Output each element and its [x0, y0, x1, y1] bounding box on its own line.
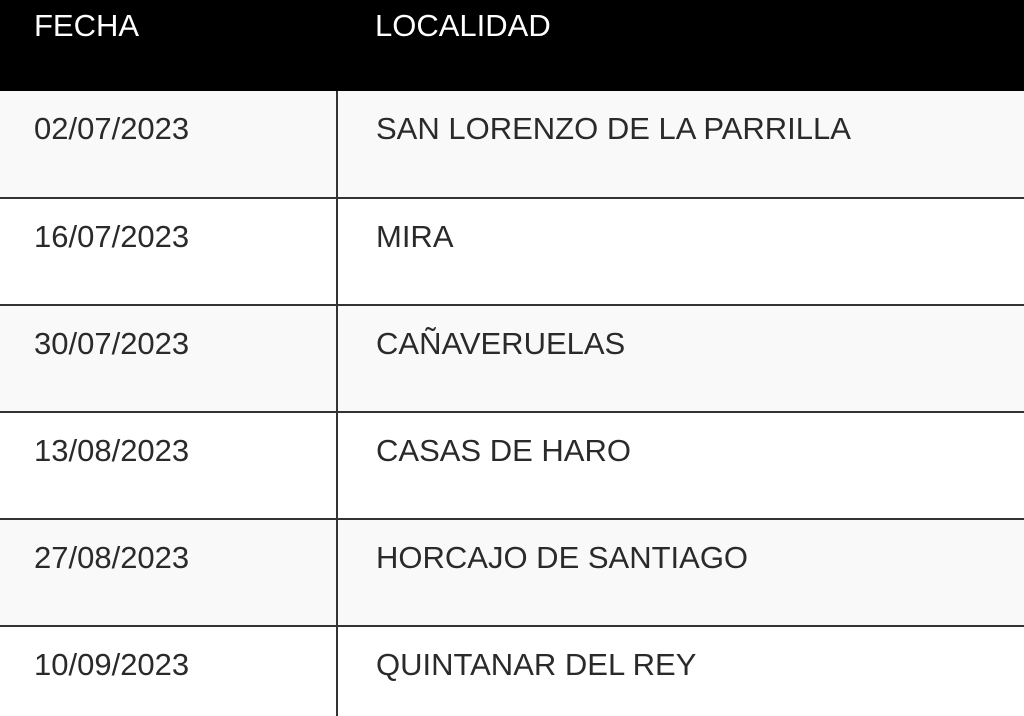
cell-fecha: 16/07/2023 [0, 198, 337, 306]
cell-localidad: MIRA [336, 198, 1024, 306]
cell-localidad: CASAS DE HARO [336, 412, 1024, 520]
table-row: 10/09/2023 QUINTANAR DEL REY [0, 626, 1024, 716]
cell-fecha: 30/07/2023 [0, 305, 337, 413]
cell-localidad: SAN LORENZO DE LA PARRILLA [336, 91, 1024, 199]
table-row: 16/07/2023 MIRA [0, 198, 1024, 306]
table-row: 13/08/2023 CASAS DE HARO [0, 412, 1024, 520]
table-header-row: FECHA LOCALIDAD [0, 0, 1024, 91]
table-row: 27/08/2023 HORCAJO DE SANTIAGO [0, 519, 1024, 627]
table-row: 02/07/2023 SAN LORENZO DE LA PARRILLA [0, 91, 1024, 199]
cell-localidad: HORCAJO DE SANTIAGO [336, 519, 1024, 627]
header-fecha: FECHA [0, 0, 337, 91]
cell-fecha: 13/08/2023 [0, 412, 337, 520]
cell-fecha: 27/08/2023 [0, 519, 337, 627]
cell-localidad: QUINTANAR DEL REY [336, 626, 1024, 716]
cell-localidad: CAÑAVERUELAS [336, 305, 1024, 413]
cell-fecha: 02/07/2023 [0, 91, 337, 199]
header-localidad: LOCALIDAD [337, 0, 1024, 91]
cell-fecha: 10/09/2023 [0, 626, 337, 716]
table-row: 30/07/2023 CAÑAVERUELAS [0, 305, 1024, 413]
